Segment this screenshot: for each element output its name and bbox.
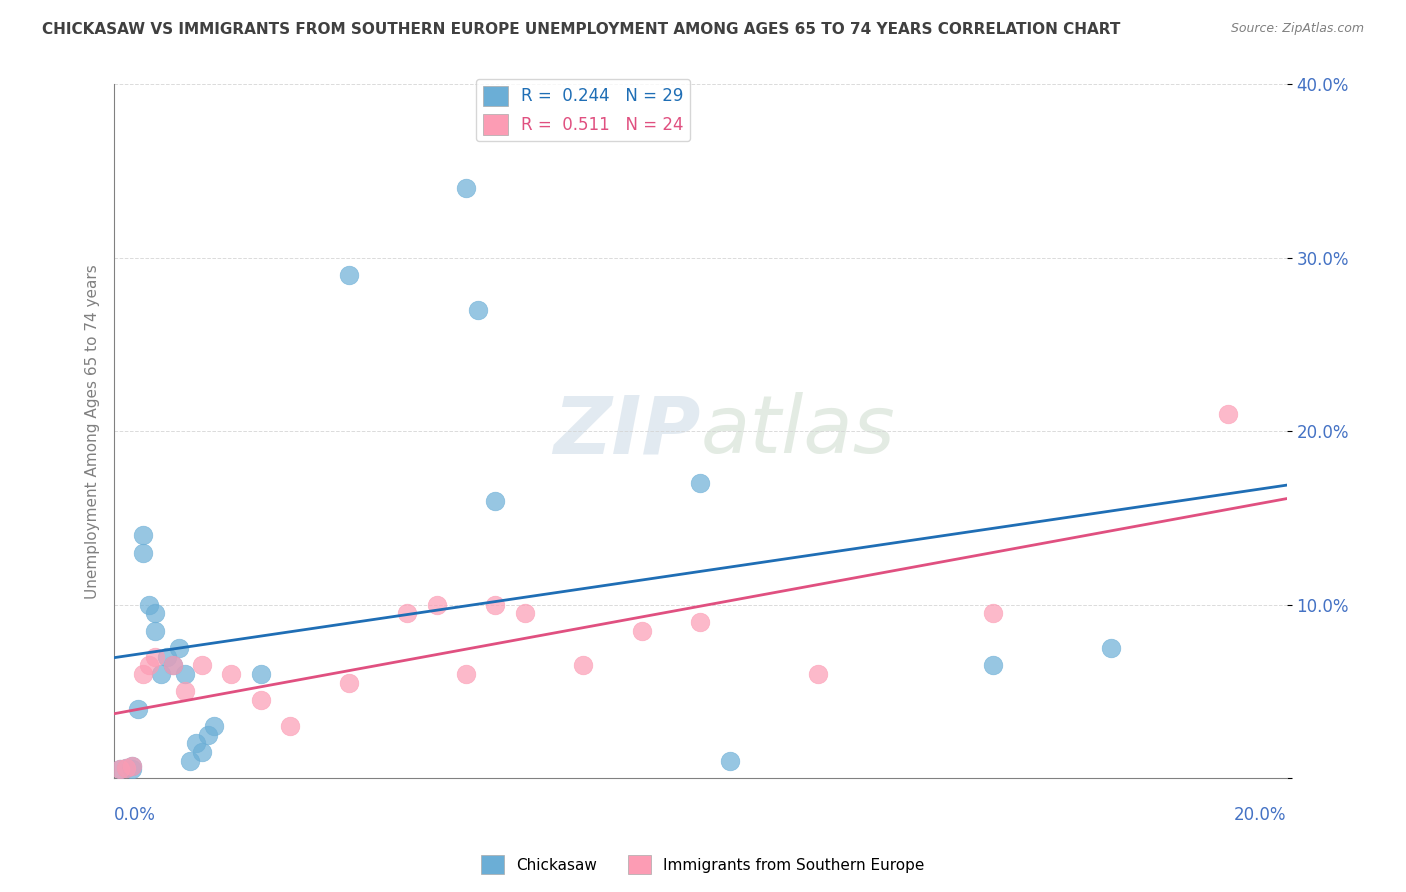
Point (108, 762, 131, 776)
Point (249, 693, 271, 707)
Point (115, 761, 138, 775)
Text: 20.0%: 20.0% (1234, 805, 1286, 823)
Point (807, 667, 830, 681)
Point (426, 598, 449, 612)
Point (121, 762, 143, 776)
Point (132, 546, 155, 560)
Point (132, 528, 155, 542)
Point (454, 181, 477, 195)
Point (162, 658, 184, 673)
Point (186, 736, 208, 750)
Point (132, 667, 155, 681)
Legend: R =  0.244   N = 29, R =  0.511   N = 24: R = 0.244 N = 29, R = 0.511 N = 24 (477, 78, 690, 141)
Point (630, 624, 652, 638)
Point (143, 649, 166, 664)
Point (108, 762, 131, 776)
Point (191, 745, 214, 759)
Point (513, 607, 536, 621)
Point (689, 615, 711, 629)
Point (150, 667, 173, 681)
Point (162, 658, 184, 673)
Point (115, 761, 138, 775)
Point (467, 302, 489, 317)
Point (179, 754, 201, 768)
Point (249, 667, 271, 681)
Point (143, 607, 166, 621)
Point (138, 658, 160, 673)
Point (337, 675, 360, 690)
Point (454, 667, 477, 681)
Point (983, 607, 1005, 621)
Point (173, 684, 195, 698)
Point (191, 658, 214, 673)
Text: 0.0%: 0.0% (114, 805, 156, 823)
Text: CHICKASAW VS IMMIGRANTS FROM SOUTHERN EUROPE UNEMPLOYMENT AMONG AGES 65 TO 74 YE: CHICKASAW VS IMMIGRANTS FROM SOUTHERN EU… (42, 22, 1121, 37)
Text: Source: ZipAtlas.com: Source: ZipAtlas.com (1230, 22, 1364, 36)
Point (337, 268, 360, 282)
Point (572, 658, 595, 673)
Point (127, 701, 149, 715)
Point (278, 719, 301, 733)
Point (718, 754, 741, 768)
Text: ZIP: ZIP (553, 392, 700, 470)
Point (156, 649, 179, 664)
Point (689, 476, 711, 491)
Point (202, 719, 225, 733)
Point (121, 759, 143, 773)
Point (197, 728, 219, 742)
Point (221, 667, 243, 681)
Y-axis label: Unemployment Among Ages 65 to 74 years: Unemployment Among Ages 65 to 74 years (86, 264, 100, 599)
Point (484, 493, 506, 508)
Legend: Chickasaw, Immigrants from Southern Europe: Chickasaw, Immigrants from Southern Euro… (475, 849, 931, 880)
Point (1099, 640, 1122, 655)
Point (983, 658, 1005, 673)
Point (143, 624, 166, 638)
Point (138, 598, 160, 612)
Point (484, 598, 506, 612)
Point (396, 607, 419, 621)
Point (121, 759, 143, 773)
Point (173, 667, 195, 681)
Point (167, 640, 190, 655)
Text: atlas: atlas (700, 392, 896, 470)
Point (1216, 407, 1239, 421)
